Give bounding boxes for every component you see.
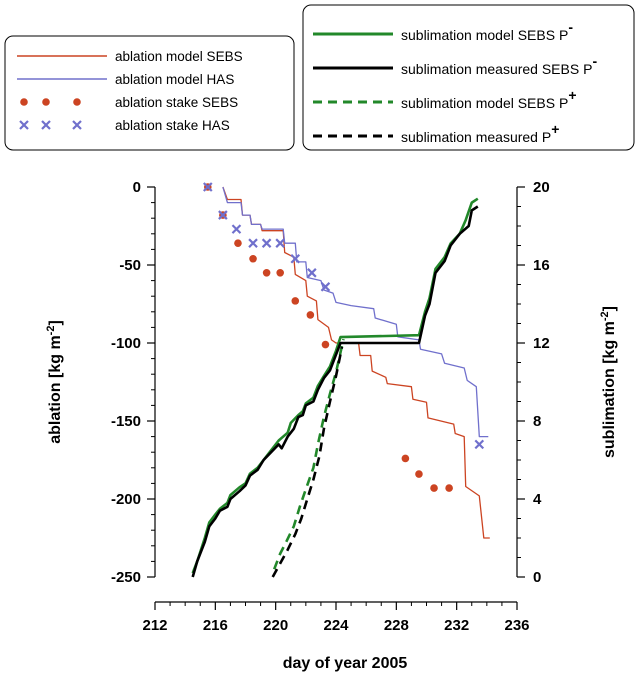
legend-item: ablation stake SEBS [20, 95, 238, 110]
legend-swatch [19, 120, 29, 130]
stake-point [320, 282, 331, 292]
legend-swatch [72, 120, 82, 130]
stake-point [234, 239, 242, 247]
axes: 0 -50 -100 -150 -200 -250 20 16 12 8 4 0 212 216 220 22… [111, 179, 550, 634]
legend-item: ablation stake HAS [19, 118, 230, 133]
stake-point [291, 297, 300, 305]
stake-point [231, 224, 242, 234]
legend-item: ablation model HAS [17, 72, 234, 87]
stake-point [401, 454, 410, 463]
stake-point [262, 269, 271, 277]
legend-label: ablation model SEBS [115, 49, 243, 64]
y-right-tick-label: 16 [533, 257, 550, 274]
legend-item: ablation model SEBS [17, 49, 243, 64]
stake-point [248, 238, 258, 248]
series-ablation-stake-has [203, 182, 485, 450]
x-tick-label: 212 [142, 617, 167, 634]
series-line [191, 205, 479, 578]
series-line [272, 338, 345, 570]
x-tick-label: 228 [384, 617, 409, 634]
stake-point [275, 238, 285, 248]
stake-point [249, 254, 257, 263]
stake-point [276, 269, 284, 277]
y-right-tick-label: 4 [533, 491, 542, 508]
legend-swatch [73, 98, 81, 106]
legend-left: ablation model SEBS ablation model HAS abl… [4, 35, 295, 151]
legend-swatch [42, 98, 50, 106]
left-y-axis-label: ablation [kg m-2] [45, 320, 64, 444]
legend-label: ablation model HAS [115, 72, 234, 87]
y-left-tick-label: -150 [111, 413, 141, 430]
x-tick-label: 216 [203, 617, 228, 634]
y-left-tick-label: -200 [111, 491, 141, 508]
series-sublimation-measured-sebs-p- [191, 205, 479, 578]
x-tick-label: 232 [444, 617, 469, 634]
y-left-tick-label: -50 [119, 257, 141, 274]
stake-point [415, 470, 423, 478]
series-sublimation-measured-p- [271, 346, 344, 578]
series-line [271, 346, 344, 578]
y-right-tick-label: 20 [533, 179, 550, 196]
legend-swatch [41, 120, 51, 130]
x-axis-label: day of year 2005 [283, 655, 408, 672]
series-ablation-stake-sebs [203, 183, 453, 492]
legend-right: sublimation model SEBS P-sublimation mea… [302, 4, 635, 151]
series-layer [191, 182, 490, 578]
stake-point [321, 340, 330, 349]
legend-label: ablation stake SEBS [115, 95, 238, 110]
y-left-tick-label: 0 [133, 179, 141, 196]
series-sublimation-model-sebs-p- [191, 197, 479, 574]
legend-right-frame [302, 4, 635, 151]
right-y-axis-label: sublimation [kg m-2] [599, 306, 618, 458]
y-right-tick-label: 8 [533, 413, 541, 430]
x-tick-label: 236 [504, 617, 529, 634]
stake-point [445, 484, 453, 492]
series-line [191, 197, 479, 574]
stake-point [474, 439, 485, 450]
stake-point [261, 238, 272, 248]
legend-left-frame [4, 35, 295, 151]
y-right-tick-label: 12 [533, 335, 550, 352]
x-tick-label: 224 [323, 617, 349, 634]
series-ablation-model-has [222, 186, 489, 438]
y-left-tick-label: -250 [111, 569, 141, 586]
series-sublimation-model-sebs-p- [272, 338, 345, 570]
stake-point [306, 311, 315, 319]
stake-point [290, 253, 301, 264]
legend-label: ablation stake HAS [115, 118, 230, 133]
stake-point [203, 182, 213, 192]
y-left-tick-label: -100 [111, 335, 141, 352]
stake-point [430, 484, 438, 492]
stake-point [218, 210, 228, 220]
stake-point [307, 268, 317, 278]
y-right-tick-label: 0 [533, 569, 541, 586]
x-tick-label: 220 [263, 617, 288, 634]
legend-swatch [20, 98, 28, 106]
series-line [222, 186, 489, 438]
